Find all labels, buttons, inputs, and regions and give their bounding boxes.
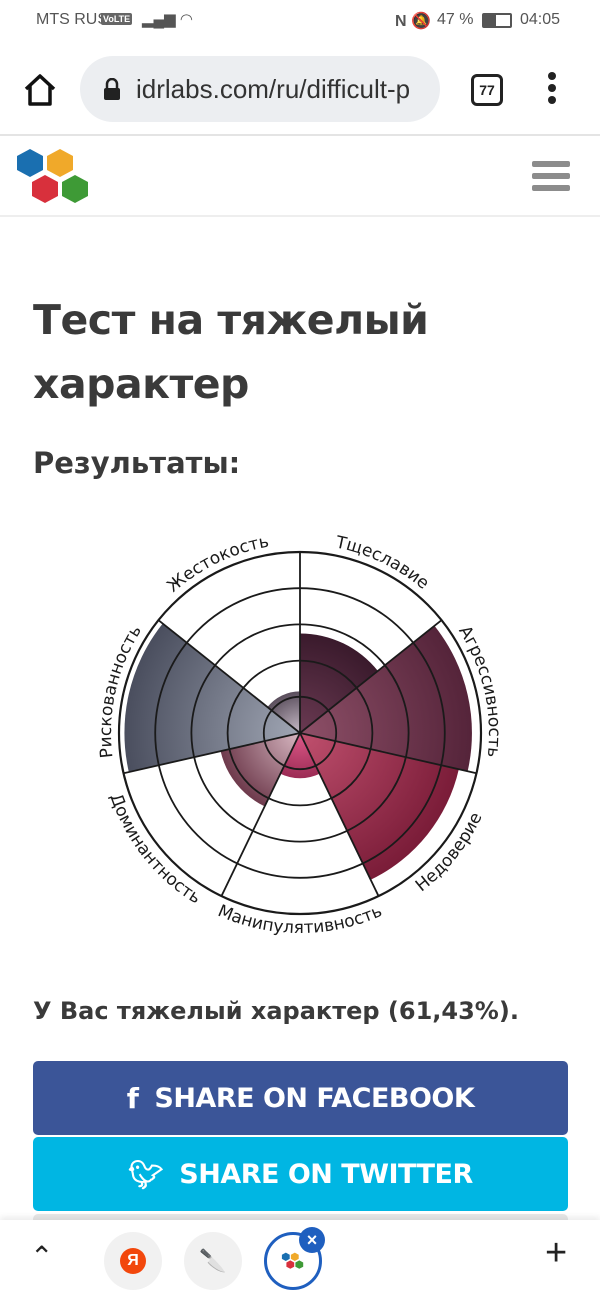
nfc-mute-icon: N 🔕 xyxy=(395,13,431,30)
facebook-icon: f xyxy=(126,1081,139,1115)
page-title: Тест на тяжелый характер xyxy=(33,296,429,408)
share-twitter-label: SHARE ON TWITTER xyxy=(179,1158,473,1190)
address-bar[interactable]: idrlabs.com/ru/difficult-p xyxy=(80,56,440,122)
lock-icon xyxy=(104,78,120,100)
tab-switcher-button[interactable]: 77 xyxy=(471,74,503,106)
share-twitter-button[interactable]: 🐦︎ SHARE ON TWITTER xyxy=(33,1137,568,1211)
spoke xyxy=(299,619,443,734)
spoke xyxy=(157,619,301,734)
battery-percent: 47 % xyxy=(437,11,474,28)
sector-2 xyxy=(300,625,472,772)
volte-badge: VoLTE xyxy=(101,13,133,25)
hamburger-menu-icon[interactable] xyxy=(532,161,570,197)
home-icon[interactable] xyxy=(22,72,58,108)
url-text: idrlabs.com/ru/difficult-p xyxy=(136,74,411,104)
polar-area-chart: ТщеславиеАгрессивностьНедовериеМанипулят… xyxy=(96,532,504,938)
yandex-icon: Я xyxy=(120,1248,146,1274)
sector-4 xyxy=(280,733,320,779)
tab-yandex[interactable]: Я xyxy=(104,1232,162,1290)
spoke xyxy=(220,732,301,897)
sector-7 xyxy=(267,691,300,733)
share-facebook-button[interactable]: f SHARE ON FACEBOOK xyxy=(33,1061,568,1135)
chevron-up-icon[interactable]: ⌃ xyxy=(30,1241,54,1272)
spoke xyxy=(123,732,301,775)
share-facebook-label: SHARE ON FACEBOOK xyxy=(154,1082,475,1114)
status-bar: MTS RUS VoLTE ▂▄▆ ◠ N 🔕 47 % 04:05 xyxy=(0,0,600,42)
spoke xyxy=(299,732,380,897)
twitter-icon: 🐦︎ xyxy=(128,1157,164,1191)
battery-icon xyxy=(482,13,512,28)
idrlabs-favicon-icon xyxy=(281,1252,304,1269)
knife-icon: 🔪 xyxy=(199,1248,227,1273)
new-tab-icon[interactable]: + xyxy=(545,1232,568,1274)
idrlabs-logo[interactable] xyxy=(14,147,94,207)
sector-1 xyxy=(300,633,378,733)
spoke xyxy=(299,732,477,775)
browser-toolbar: idrlabs.com/ru/difficult-p 77 xyxy=(0,42,600,136)
result-text: У Вас тяжелый характер (61,43%). xyxy=(33,997,519,1025)
carrier: MTS RUS xyxy=(36,11,108,28)
signal-wifi-icon: ▂▄▆ ◠ xyxy=(142,11,193,28)
sector-6 xyxy=(124,623,300,773)
tab-knife[interactable]: 🔪 xyxy=(184,1232,242,1290)
sector-5 xyxy=(220,733,300,807)
results-heading: Результаты: xyxy=(33,446,241,480)
tab-idrlabs-active[interactable] xyxy=(264,1232,322,1290)
close-tab-icon[interactable]: × xyxy=(299,1227,325,1253)
bottom-tab-bar: ⌃ Я 🔪 × + xyxy=(0,1220,600,1299)
more-menu-icon[interactable] xyxy=(548,72,558,108)
clock: 04:05 xyxy=(520,11,561,28)
site-header xyxy=(0,137,600,217)
